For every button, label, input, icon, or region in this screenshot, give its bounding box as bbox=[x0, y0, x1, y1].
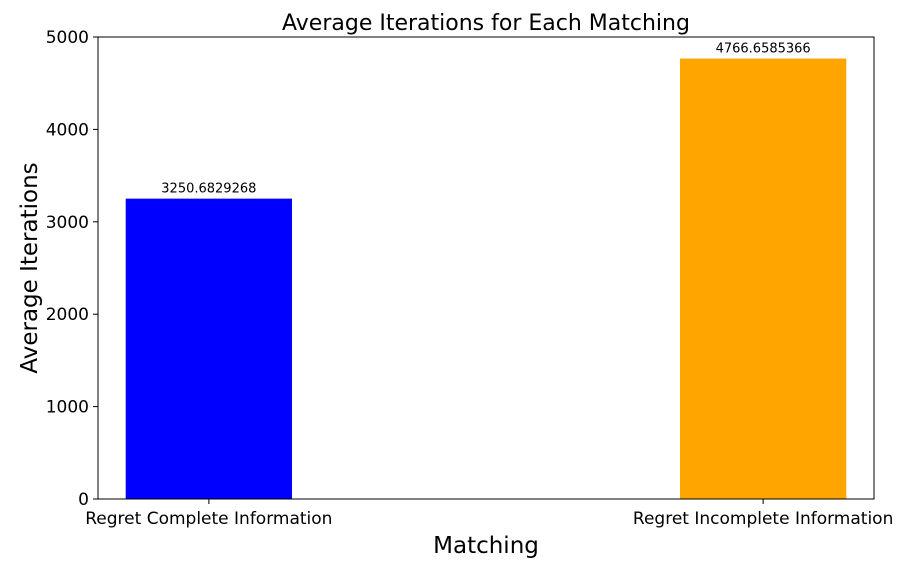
x-tick-label: Regret Complete Information bbox=[85, 509, 332, 529]
y-tick-label: 0 bbox=[78, 490, 89, 510]
chart-title: Average Iterations for Each Matching bbox=[282, 11, 690, 36]
bar-value-label: 4766.6585366 bbox=[716, 42, 811, 57]
y-tick-label: 5000 bbox=[46, 28, 89, 48]
value-labels-group: 3250.6829268 4766.6585366 bbox=[161, 42, 810, 197]
y-tick-label: 4000 bbox=[46, 120, 89, 140]
plot-frame bbox=[97, 36, 875, 500]
bar-2 bbox=[680, 58, 847, 499]
y-tick-label: 2000 bbox=[46, 305, 89, 325]
x-axis-label: Matching bbox=[433, 533, 539, 559]
y-axis-ticks: 0 1000 2000 3000 4000 5000 bbox=[46, 28, 98, 510]
x-tick-label: Regret Incomplete Information bbox=[633, 509, 893, 529]
y-tick-label: 1000 bbox=[46, 398, 89, 418]
bar-value-label: 3250.6829268 bbox=[161, 182, 256, 197]
bars-group bbox=[125, 58, 847, 499]
bar-1 bbox=[125, 198, 292, 499]
y-axis-label: Average Iterations bbox=[17, 162, 43, 373]
y-tick-label: 3000 bbox=[46, 213, 89, 233]
x-axis-ticks: Regret Complete Information Regret Incomp… bbox=[85, 499, 893, 529]
